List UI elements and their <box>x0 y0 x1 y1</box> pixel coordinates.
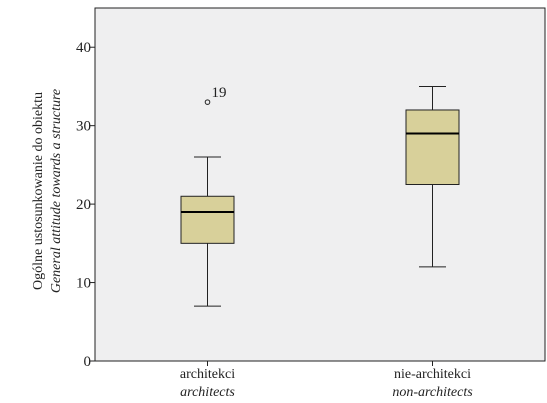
x-axis-labels: architekci architects nie-architekci non-ar… <box>180 361 473 400</box>
outlier-point <box>204 99 211 105</box>
y-tick-label: 20 <box>76 197 91 213</box>
box-1: 19 <box>180 85 235 307</box>
iqr-box <box>180 195 235 244</box>
category-label: nie-architekci <box>394 367 471 382</box>
y-axis-title-pl: Ogólne ustosunkowanie do obiektu <box>31 92 46 290</box>
y-tick-label: 40 <box>76 40 91 56</box>
outlier-label: 19 <box>212 85 227 101</box>
category-label-en: non-architects <box>392 385 473 400</box>
y-axis-title-en: General attitude towards a structure <box>49 89 64 293</box>
y-tick-label: 30 <box>76 119 91 135</box>
plot-area <box>94 7 546 362</box>
y-tick-label: 0 <box>84 354 92 370</box>
box-2 <box>405 85 460 268</box>
y-tick-label: 10 <box>76 276 91 292</box>
iqr-box <box>405 109 460 185</box>
y-axis: 0 10 20 30 40 <box>76 40 95 370</box>
category-label-en: architects <box>180 385 235 400</box>
category-label: architekci <box>180 367 235 382</box>
y-axis-title: Ogólne ustosunkowanie do obiektu General… <box>31 89 64 293</box>
boxes-group: 19 <box>180 85 460 307</box>
